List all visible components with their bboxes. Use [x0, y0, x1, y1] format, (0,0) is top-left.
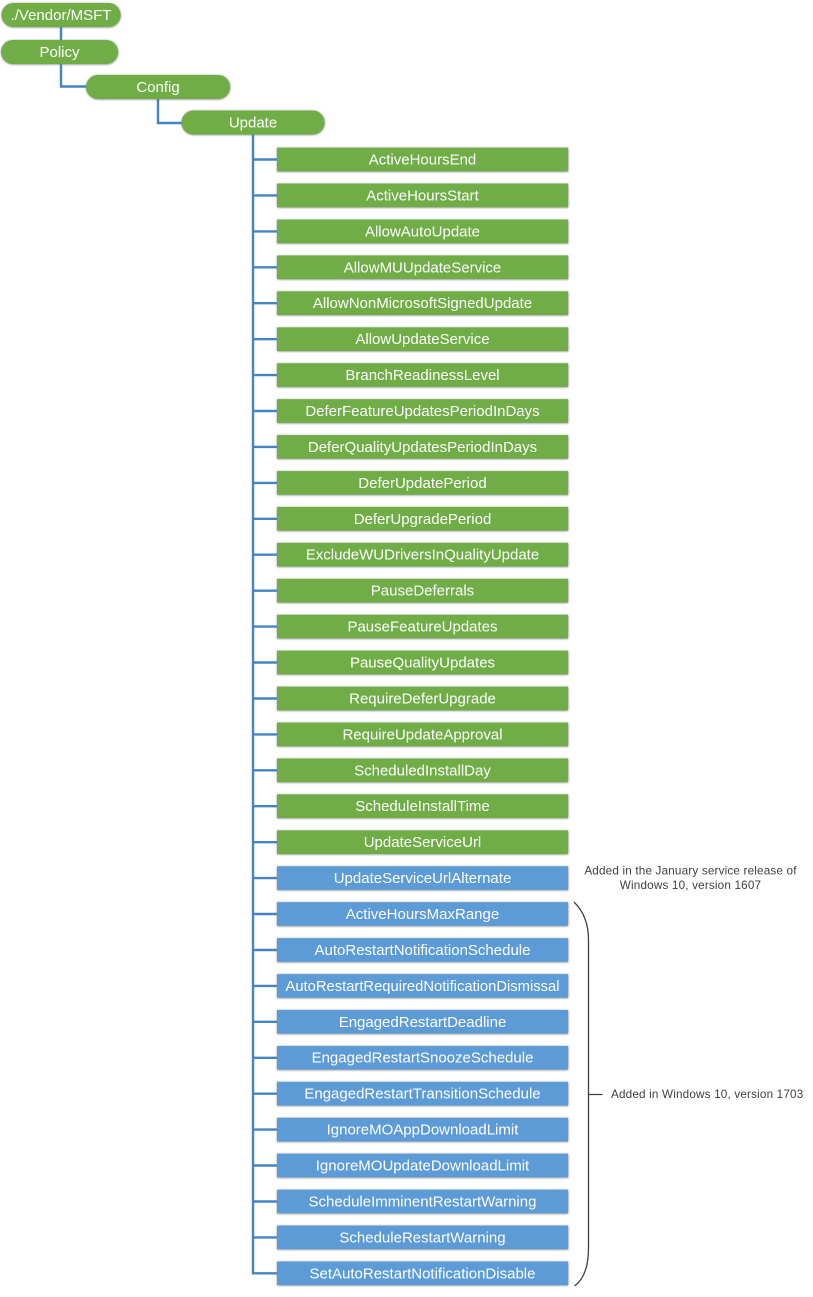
svg-text:AllowNonMicrosoftSignedUpdate: AllowNonMicrosoftSignedUpdate [313, 295, 532, 312]
svg-text:PauseQualityUpdates: PauseQualityUpdates [350, 655, 495, 672]
svg-text:AutoRestartNotificationSchedul: AutoRestartNotificationSchedule [315, 942, 531, 959]
svg-text:ExcludeWUDriversInQualityUpdat: ExcludeWUDriversInQualityUpdate [306, 547, 539, 564]
svg-text:ActiveHoursMaxRange: ActiveHoursMaxRange [346, 906, 499, 923]
svg-text:SetAutoRestartNotificationDisa: SetAutoRestartNotificationDisable [310, 1265, 536, 1282]
svg-text:UpdateServiceUrl: UpdateServiceUrl [364, 834, 482, 851]
svg-text:ScheduleRestartWarning: ScheduleRestartWarning [339, 1229, 505, 1246]
svg-text:BranchReadinessLevel: BranchReadinessLevel [345, 367, 499, 384]
svg-text:AutoRestartRequiredNotificatio: AutoRestartRequiredNotificationDismissal [286, 978, 560, 995]
svg-text:PauseDeferrals: PauseDeferrals [371, 583, 474, 600]
svg-text:Update: Update [229, 115, 277, 132]
svg-text:AllowMUUpdateService: AllowMUUpdateService [344, 259, 502, 276]
svg-text:DeferUpdatePeriod: DeferUpdatePeriod [358, 475, 486, 492]
svg-text:DeferQualityUpdatesPeriodInDay: DeferQualityUpdatesPeriodInDays [308, 439, 537, 456]
svg-text:EngagedRestartSnoozeSchedule: EngagedRestartSnoozeSchedule [312, 1050, 534, 1067]
svg-text:ActiveHoursStart: ActiveHoursStart [366, 187, 479, 204]
svg-text:RequireUpdateApproval: RequireUpdateApproval [342, 726, 502, 743]
svg-text:EngagedRestartTransitionSchedu: EngagedRestartTransitionSchedule [304, 1086, 540, 1103]
svg-text:IgnoreMOUpdateDownloadLimit: IgnoreMOUpdateDownloadLimit [316, 1158, 530, 1175]
svg-text:Config: Config [136, 79, 179, 96]
svg-text:IgnoreMOAppDownloadLimit: IgnoreMOAppDownloadLimit [327, 1122, 520, 1139]
svg-text:ScheduleImminentRestartWarning: ScheduleImminentRestartWarning [309, 1194, 537, 1211]
svg-text:Added in the January service r: Added in the January service release of [584, 865, 797, 878]
svg-text:AllowUpdateService: AllowUpdateService [355, 331, 489, 348]
svg-text:DeferUpgradePeriod: DeferUpgradePeriod [354, 511, 492, 528]
svg-text:AllowAutoUpdate: AllowAutoUpdate [365, 223, 480, 240]
svg-text:Windows 10, version 1607: Windows 10, version 1607 [620, 879, 761, 892]
svg-text:ActiveHoursEnd: ActiveHoursEnd [369, 152, 477, 169]
svg-text:DeferFeatureUpdatesPeriodInDay: DeferFeatureUpdatesPeriodInDays [305, 403, 539, 420]
svg-text:PauseFeatureUpdates: PauseFeatureUpdates [347, 619, 497, 636]
svg-text:ScheduledInstallDay: ScheduledInstallDay [354, 762, 491, 779]
svg-text:EngagedRestartDeadline: EngagedRestartDeadline [339, 1014, 507, 1031]
svg-text:ScheduleInstallTime: ScheduleInstallTime [355, 798, 490, 815]
svg-text:RequireDeferUpgrade: RequireDeferUpgrade [349, 691, 496, 708]
svg-text:Policy: Policy [39, 44, 80, 61]
svg-text:UpdateServiceUrlAlternate: UpdateServiceUrlAlternate [334, 870, 512, 887]
svg-text:./Vendor/MSFT: ./Vendor/MSFT [11, 7, 112, 24]
svg-text:Added in Windows 10, version 1: Added in Windows 10, version 1703 [611, 1088, 803, 1101]
